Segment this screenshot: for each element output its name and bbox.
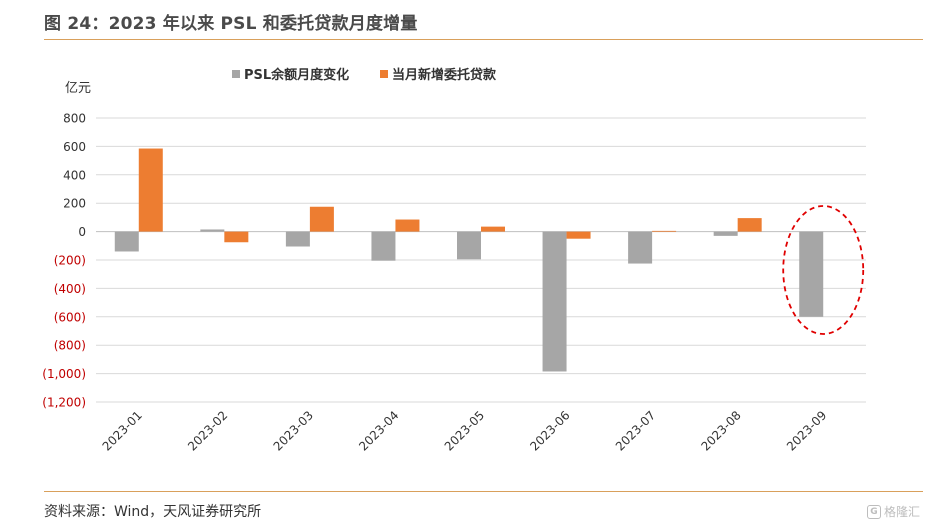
bar-psl [114, 231, 139, 252]
legend-label: 当月新增委托贷款 [392, 67, 497, 83]
figure-title: 图 24：2023 年以来 PSL 和委托贷款月度增量 [44, 14, 418, 34]
bar-entrusted-loan [224, 231, 249, 243]
bars [114, 148, 824, 372]
bar-entrusted-loan [481, 226, 505, 232]
bar-entrusted-loan [652, 230, 677, 232]
bar-psl [285, 231, 310, 247]
title-divider [44, 39, 923, 40]
bar-psl [542, 231, 567, 372]
bar-entrusted-loan [138, 148, 163, 232]
bar-entrusted-loan [566, 231, 591, 239]
y-tick-label: (600) [54, 310, 86, 324]
watermark-logo-icon: G [867, 504, 881, 519]
watermark: G 格隆汇 [867, 503, 920, 520]
x-tick-label: 2023-02 [185, 408, 230, 453]
y-axis: 800 600 400 200 0 (200) (400) (600) (800) (1,000)… [42, 112, 86, 410]
bar-psl [371, 231, 396, 261]
legend-swatch-entrusted-loan [380, 70, 388, 78]
bar-entrusted-loan [395, 219, 420, 232]
highlight-circle [782, 205, 865, 335]
y-tick-label: 400 [63, 168, 86, 182]
watermark-text: 格隆汇 [884, 505, 921, 519]
bar-psl [457, 231, 481, 260]
x-tick-label: 2023-04 [356, 408, 401, 453]
legend-swatch-psl [232, 70, 240, 78]
x-tick-label: 2023-07 [613, 408, 658, 453]
bar-entrusted-loan [309, 206, 334, 232]
y-tick-label: 800 [63, 112, 86, 126]
y-tick-label: (800) [54, 339, 86, 353]
source-note: 资料来源：Wind，天风证券研究所 [44, 504, 262, 520]
x-tick-label: 2023-05 [442, 408, 487, 453]
x-tick-label: 2023-03 [271, 408, 316, 453]
x-axis: 2023-01 2023-02 2023-03 2023-04 2023-05 2023-… [100, 408, 830, 453]
legend: PSL余额月度变化 当月新增委托贷款 [232, 67, 497, 83]
source-divider [44, 491, 923, 492]
bar-chart: 800 600 400 200 0 (200) (400) (600) (800) (1,000)… [42, 67, 866, 454]
x-tick-label: 2023-09 [784, 408, 829, 453]
bar-entrusted-loan [737, 218, 762, 232]
y-axis-unit-label: 亿元 [65, 81, 91, 96]
y-tick-label: 0 [78, 225, 86, 239]
y-tick-label: (200) [54, 254, 86, 268]
y-tick-label: (400) [54, 282, 86, 296]
y-tick-label: 600 [63, 140, 86, 154]
legend-label: PSL余额月度变化 [244, 67, 349, 83]
x-tick-label: 2023-06 [527, 408, 572, 453]
y-tick-label: (1,000) [42, 367, 86, 381]
bar-psl [628, 231, 653, 264]
bar-psl [200, 229, 225, 232]
x-tick-label: 2023-01 [100, 408, 145, 453]
bar-psl [713, 231, 738, 236]
y-tick-label: (1,200) [42, 396, 86, 410]
gridlines [96, 117, 866, 403]
y-tick-label: 200 [63, 197, 86, 211]
x-tick-label: 2023-08 [698, 408, 743, 453]
bar-psl [799, 231, 824, 317]
